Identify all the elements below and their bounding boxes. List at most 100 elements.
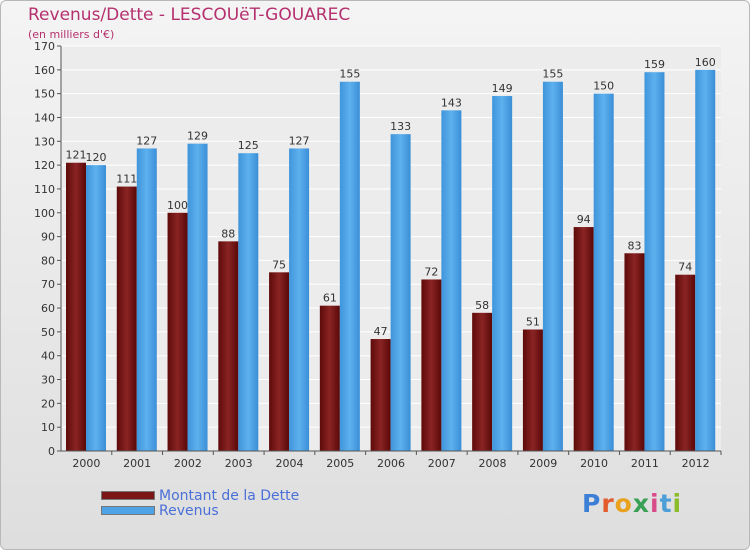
logo-letter: i [650,489,660,518]
data-label: 127 [289,134,310,147]
x-tick-label: 2001 [123,457,151,470]
data-label: 72 [424,265,438,278]
data-label: 75 [272,258,286,271]
data-label: 125 [238,139,259,152]
bar-revenus [695,69,716,451]
bar-revenus [339,81,360,451]
bar-revenus [289,148,310,452]
bar-revenus [187,143,208,452]
x-tick-label: 2012 [682,457,710,470]
bar-dette [472,312,493,451]
logo-letter: t [659,489,673,518]
bar-dette [522,329,543,451]
bar-revenus [492,96,513,451]
logo-letter: P [582,489,602,518]
legend-label-dette: Montant de la Dette [159,487,300,504]
bar-dette [573,227,594,451]
data-label: 100 [167,199,188,212]
data-label: 61 [323,292,337,305]
x-tick-label: 2011 [631,457,659,470]
y-tick-label: 40 [41,350,55,363]
y-tick-label: 120 [34,159,55,172]
y-tick-label: 0 [48,445,55,458]
y-tick-label: 170 [34,40,55,53]
x-tick-label: 2008 [479,457,507,470]
y-tick-label: 140 [34,111,55,124]
data-label: 129 [187,130,208,143]
data-label: 149 [492,82,513,95]
bar-dette [116,186,137,451]
bar-dette [218,241,239,451]
bar-revenus [86,165,106,451]
y-tick-label: 80 [41,254,55,267]
bar-dette [269,272,290,451]
x-tick-label: 2006 [377,457,405,470]
y-tick-label: 50 [41,326,55,339]
data-label: 143 [441,96,462,109]
bar-dette [675,274,696,451]
y-tick-label: 150 [34,88,55,101]
bar-dette [66,162,86,451]
y-tick-label: 130 [34,135,55,148]
data-label: 155 [339,68,360,81]
data-label: 159 [644,58,665,71]
y-tick-label: 30 [41,374,55,387]
legend-swatch-revenus [101,506,155,515]
chart-subtitle: (en milliers d'€) [28,28,115,41]
data-label: 121 [66,149,87,162]
x-tick-label: 2000 [72,457,100,470]
data-label: 111 [116,173,137,186]
data-label: 94 [577,213,591,226]
y-tick-label: 10 [41,421,55,434]
data-label: 83 [627,239,641,252]
legend-item-revenus: Revenus [101,502,299,519]
y-tick-label: 160 [34,64,55,77]
bar-revenus [644,72,665,452]
data-label: 150 [593,80,614,93]
x-tick-label: 2009 [529,457,557,470]
data-label: 74 [678,261,692,274]
y-tick-label: 60 [41,302,55,315]
bar-revenus [542,81,563,451]
legend-label-revenus: Revenus [159,502,219,519]
data-label: 88 [221,227,235,240]
data-label: 120 [86,151,107,164]
y-tick-label: 20 [41,397,55,410]
bar-dette [167,212,188,451]
legend: Montant de la Dette Revenus [101,487,300,519]
data-label: 160 [695,56,716,69]
data-label: 51 [526,316,540,329]
data-label: 58 [475,299,489,312]
x-tick-label: 2005 [326,457,354,470]
data-label: 155 [542,68,563,81]
logo-letter: i [672,489,683,518]
legend-swatch-dette [101,491,155,500]
x-tick-label: 2004 [275,457,303,470]
y-tick-label: 70 [41,278,55,291]
data-label: 127 [136,134,157,147]
legend-item-dette: Montant de la Dette [101,487,300,504]
bar-dette [319,305,340,451]
x-tick-label: 2002 [174,457,202,470]
bar-dette [624,253,645,451]
bar-revenus [441,110,462,451]
y-tick-label: 110 [34,183,55,196]
bar-revenus [136,148,157,452]
y-tick-label: 90 [41,231,55,244]
logo-letter: o [614,489,633,518]
data-label: 47 [374,325,388,338]
logo-letter: r [601,489,615,518]
x-tick-label: 2007 [428,457,456,470]
bar-revenus [593,93,614,451]
data-label: 133 [390,120,411,133]
bar-revenus [390,134,411,451]
x-tick-label: 2003 [225,457,253,470]
x-tick-label: 2010 [580,457,608,470]
chart-title: Revenus/Dette - LESCOUëT-GOUAREC [28,5,351,25]
logo-letter: x [632,489,650,518]
bar-revenus [238,153,259,452]
y-tick-label: 100 [34,207,55,220]
proxiti-logo: Proxiti [582,489,682,518]
